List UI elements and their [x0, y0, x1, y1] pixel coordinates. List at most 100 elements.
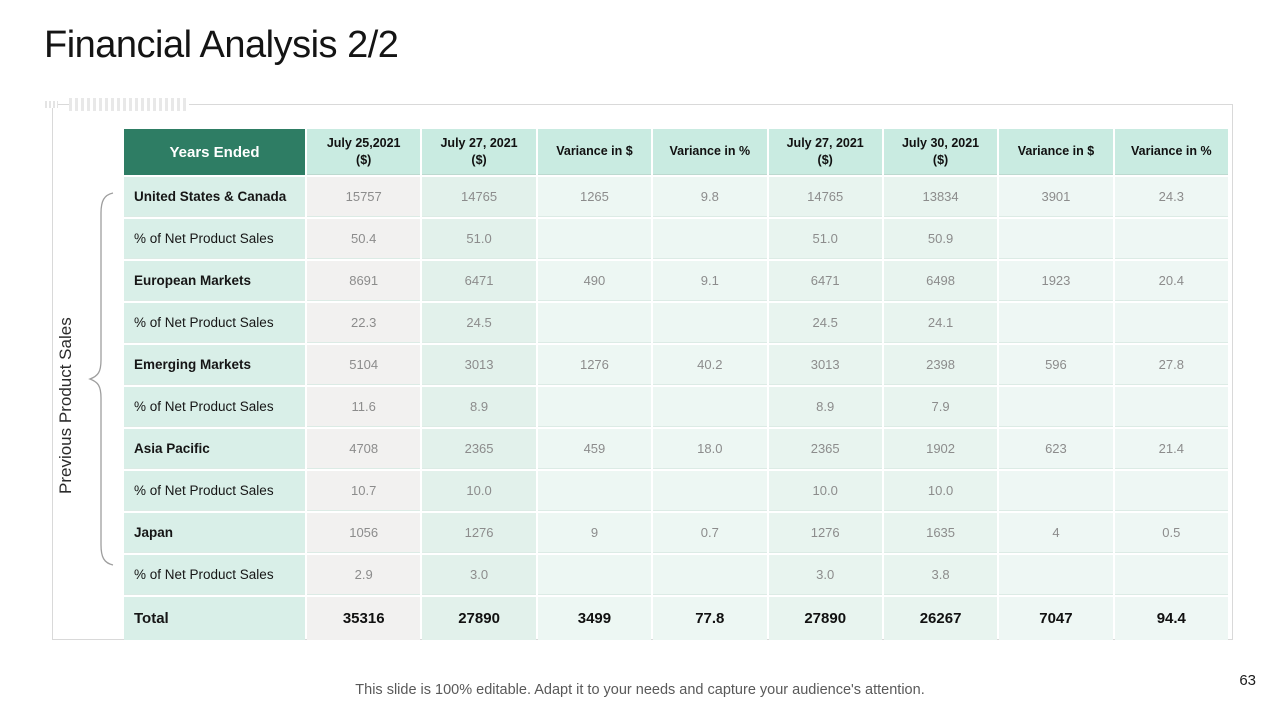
cell-value: [537, 471, 652, 511]
curly-brace: [88, 192, 114, 566]
page-number: 63: [1239, 672, 1256, 689]
cell-value: 10.7: [307, 471, 421, 511]
column-header: July 27, 2021 ($): [422, 129, 536, 175]
row-label: % of Net Product Sales: [124, 471, 305, 511]
cell-value: 1276: [422, 513, 536, 553]
cell-value: 0.5: [1114, 513, 1228, 553]
cell-value: 20.4: [1114, 261, 1228, 301]
cell-value: 94.4: [1114, 597, 1228, 640]
table-row: Asia Pacific 4708 2365 459 18.0 2365 1902 623 21…: [124, 429, 1228, 469]
cell-value: 3901: [999, 177, 1113, 217]
cell-value: 14765: [768, 177, 882, 217]
cell-value: 2365: [768, 429, 882, 469]
table-head-row: Years Ended July 25,2021 ($) July 27, 2021…: [124, 129, 1228, 175]
cell-value: 1056: [307, 513, 421, 553]
cell-value: [999, 555, 1113, 595]
cell-value: 0.7: [653, 513, 767, 553]
row-label: % of Net Product Sales: [124, 555, 305, 595]
hatch-decoration-small: [45, 101, 58, 108]
row-label: Total: [124, 597, 305, 640]
cell-value: 490: [537, 261, 652, 301]
cell-value: 18.0: [653, 429, 767, 469]
table-row: % of Net Product Sales 11.6 8.9 8.9 7.9: [124, 387, 1228, 427]
cell-value: 3013: [768, 345, 882, 385]
cell-value: [1114, 471, 1228, 511]
cell-value: 13834: [883, 177, 998, 217]
cell-value: [653, 555, 767, 595]
cell-value: 3.0: [422, 555, 536, 595]
cell-value: 9: [537, 513, 652, 553]
cell-value: 6498: [883, 261, 998, 301]
cell-value: 8.9: [768, 387, 882, 427]
cell-value: 1902: [883, 429, 998, 469]
table-row: % of Net Product Sales 10.7 10.0 10.0 10.0: [124, 471, 1228, 511]
table-row: Total 35316 27890 3499 77.8 27890 26267 7047 94.…: [124, 597, 1228, 640]
cell-value: 2.9: [307, 555, 421, 595]
cell-value: 1276: [768, 513, 882, 553]
cell-value: [1114, 555, 1228, 595]
column-header: Variance in %: [1114, 129, 1228, 175]
cell-value: 3.0: [768, 555, 882, 595]
cell-value: 24.3: [1114, 177, 1228, 217]
table-row: % of Net Product Sales 2.9 3.0 3.0 3.8: [124, 555, 1228, 595]
table-row: % of Net Product Sales 50.4 51.0 51.0 50.9: [124, 219, 1228, 259]
cell-value: 459: [537, 429, 652, 469]
financial-table: Years Ended July 25,2021 ($) July 27, 2021…: [122, 127, 1230, 642]
cell-value: 10.0: [422, 471, 536, 511]
cell-value: [999, 219, 1113, 259]
cell-value: 51.0: [422, 219, 536, 259]
cell-value: [537, 303, 652, 343]
column-header: July 25,2021 ($): [307, 129, 421, 175]
cell-value: [999, 387, 1113, 427]
cell-value: 8691: [307, 261, 421, 301]
cell-value: 27890: [768, 597, 882, 640]
cell-value: 10.0: [768, 471, 882, 511]
cell-value: 1635: [883, 513, 998, 553]
cell-value: 50.4: [307, 219, 421, 259]
cell-value: 26267: [883, 597, 998, 640]
cell-value: 15757: [307, 177, 421, 217]
years-ended-header: Years Ended: [124, 129, 305, 175]
hatch-decoration: [69, 98, 189, 111]
cell-value: 24.1: [883, 303, 998, 343]
cell-value: 5104: [307, 345, 421, 385]
table-row: % of Net Product Sales 22.3 24.5 24.5 24.1: [124, 303, 1228, 343]
cell-value: 2398: [883, 345, 998, 385]
cell-value: 9.1: [653, 261, 767, 301]
cell-value: 10.0: [883, 471, 998, 511]
cell-value: [537, 219, 652, 259]
side-axis-label: Previous Product Sales: [56, 317, 75, 494]
cell-value: [537, 387, 652, 427]
row-label: Japan: [124, 513, 305, 553]
cell-value: 623: [999, 429, 1113, 469]
cell-value: 7.9: [883, 387, 998, 427]
cell-value: [653, 471, 767, 511]
cell-value: [1114, 219, 1228, 259]
cell-value: 27.8: [1114, 345, 1228, 385]
cell-value: [999, 303, 1113, 343]
cell-value: 11.6: [307, 387, 421, 427]
cell-value: 51.0: [768, 219, 882, 259]
table-row: European Markets 8691 6471 490 9.1 6471 6498 19…: [124, 261, 1228, 301]
cell-value: 6471: [422, 261, 536, 301]
table-row: Emerging Markets 5104 3013 1276 40.2 3013 2398…: [124, 345, 1228, 385]
cell-value: 1923: [999, 261, 1113, 301]
table-row: United States & Canada 15757 14765 1265 9.8 1…: [124, 177, 1228, 217]
column-header: July 30, 2021 ($): [883, 129, 998, 175]
cell-value: [653, 303, 767, 343]
cell-value: 3013: [422, 345, 536, 385]
cell-value: 7047: [999, 597, 1113, 640]
row-label: Asia Pacific: [124, 429, 305, 469]
column-header: Variance in $: [537, 129, 652, 175]
cell-value: 22.3: [307, 303, 421, 343]
cell-value: 50.9: [883, 219, 998, 259]
cell-value: 8.9: [422, 387, 536, 427]
cell-value: 4708: [307, 429, 421, 469]
cell-value: 14765: [422, 177, 536, 217]
column-header: Variance in $: [999, 129, 1113, 175]
cell-value: [1114, 303, 1228, 343]
cell-value: 3.8: [883, 555, 998, 595]
row-label: % of Net Product Sales: [124, 219, 305, 259]
cell-value: 27890: [422, 597, 536, 640]
cell-value: 1265: [537, 177, 652, 217]
